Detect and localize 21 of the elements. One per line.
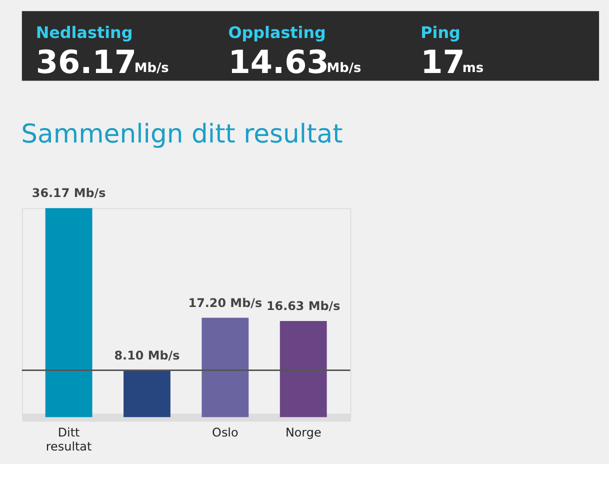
text: Mb/s	[134, 60, 170, 76]
category-label: Nedlasting	[36, 22, 133, 42]
data-label: 17.20 Mb/s	[188, 296, 262, 310]
x-tick-label: Norge	[285, 425, 322, 440]
bar	[124, 370, 170, 418]
text: 36.17	[36, 42, 137, 81]
x-tick-label: Oslo	[212, 425, 238, 440]
text: ms	[462, 60, 484, 76]
chart-title: Sammenlign ditt resultat	[21, 119, 343, 150]
category-label: Opplasting	[228, 22, 326, 42]
text: 14.63	[228, 42, 329, 81]
data-label: 36.17 Mb/s	[32, 186, 106, 200]
category-label: Ping	[420, 22, 460, 42]
bar	[202, 318, 249, 418]
data-label: 8.10 Mb/s	[114, 348, 180, 362]
bar	[45, 208, 92, 418]
data-label: 16.63 Mb/s	[266, 299, 340, 314]
bar	[280, 321, 327, 418]
x-tick-label: Ditt resultat	[46, 425, 92, 454]
text: 17	[420, 42, 465, 81]
text: Mb/s	[326, 60, 362, 76]
